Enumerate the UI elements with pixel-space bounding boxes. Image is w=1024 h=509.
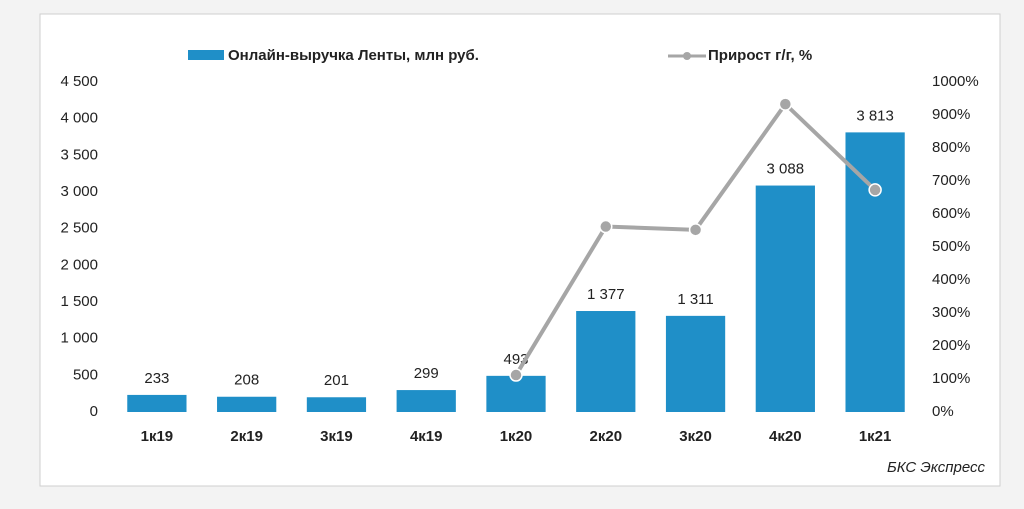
- data-label: 3 088: [767, 161, 805, 178]
- y-tick-label: 2 500: [60, 220, 98, 237]
- data-label: 1 377: [587, 286, 625, 303]
- x-tick-label: 1к19: [141, 428, 174, 445]
- y2-tick-label: 0%: [932, 403, 954, 420]
- bar: [845, 132, 905, 412]
- x-tick-label: 1к21: [859, 428, 892, 445]
- data-label: 201: [324, 372, 349, 389]
- y-tick-label: 0: [90, 403, 98, 420]
- bar: [396, 390, 456, 412]
- x-tick-label: 1к20: [500, 428, 533, 445]
- data-label: 233: [144, 370, 169, 387]
- x-tick-label: 3к20: [679, 428, 712, 445]
- bar: [486, 375, 546, 412]
- y2-tick-label: 400%: [932, 271, 970, 288]
- x-tick-label: 4к20: [769, 428, 802, 445]
- y2-tick-label: 1000%: [932, 73, 979, 90]
- y2-tick-label: 600%: [932, 205, 970, 222]
- y-tick-label: 1 000: [60, 330, 98, 347]
- x-tick-label: 3к19: [320, 428, 353, 445]
- bar: [217, 396, 277, 412]
- legend-swatch: [188, 50, 224, 60]
- x-tick-label: 2к19: [230, 428, 263, 445]
- y-tick-label: 4 000: [60, 110, 98, 127]
- y-tick-label: 500: [73, 366, 98, 383]
- legend-label: Прирост г/г, %: [708, 47, 812, 64]
- y-tick-label: 4 500: [60, 73, 98, 90]
- bar: [665, 315, 726, 412]
- y2-tick-label: 200%: [932, 337, 970, 354]
- line-marker: [599, 219, 613, 234]
- data-label: 3 813: [856, 107, 894, 124]
- y2-tick-label: 700%: [932, 172, 970, 189]
- legend-marker: [683, 52, 691, 60]
- bar: [306, 397, 367, 412]
- bar: [576, 311, 636, 412]
- y-tick-label: 3 500: [60, 146, 98, 163]
- legend-label: Онлайн-выручка Ленты, млн руб.: [228, 47, 479, 64]
- y2-tick-label: 800%: [932, 139, 970, 156]
- y2-tick-label: 300%: [932, 304, 970, 321]
- line-marker: [509, 368, 523, 382]
- y-tick-label: 2 000: [60, 256, 98, 273]
- data-label: 208: [234, 372, 259, 389]
- line-marker: [688, 223, 703, 237]
- line-marker: [778, 97, 793, 111]
- x-tick-label: 4к19: [410, 428, 443, 445]
- bar: [127, 394, 187, 412]
- y-tick-label: 3 000: [60, 183, 98, 200]
- source: БКС Экспресс: [887, 459, 986, 476]
- y2-tick-label: 500%: [932, 238, 970, 255]
- data-label: 1 311: [677, 291, 713, 308]
- bar: [755, 185, 815, 412]
- y2-tick-label: 100%: [932, 370, 970, 387]
- line-marker: [868, 183, 882, 197]
- y-tick-label: 1 500: [60, 293, 98, 310]
- x-tick-label: 2к20: [590, 428, 623, 445]
- y2-tick-label: 900%: [932, 106, 970, 123]
- data-label: 299: [414, 365, 439, 382]
